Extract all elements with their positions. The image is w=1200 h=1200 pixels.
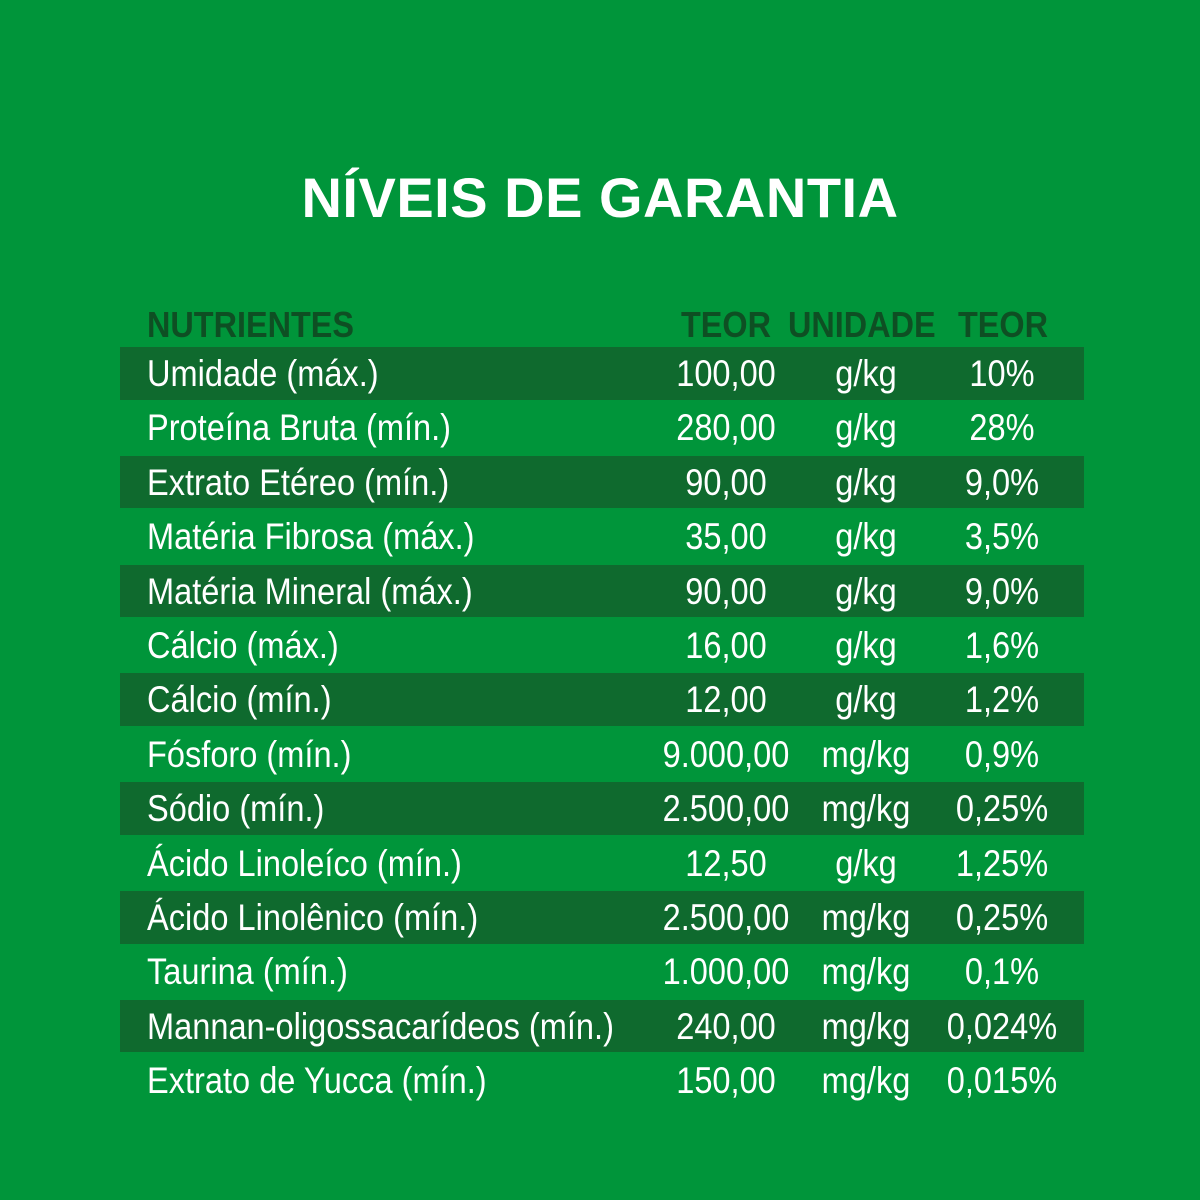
table-row: Mannan-oligossacarídeos (mín.) 240,00 mg/k… [120,999,1084,1053]
guarantee-table: NUTRIENTES TEOR UNIDADE TEOR Umidade (má… [120,299,1084,1108]
table-row: Matéria Mineral (máx.) 90,00 g/kg 9,0% [120,564,1084,618]
nutrient-percent: 1,2% [964,679,1040,721]
table-row: Fósforo (mín.) 9.000,00 mg/kg 0,9% [120,728,1084,781]
nutrient-unit: g/kg [835,679,897,721]
nutrient-value: 280,00 [676,407,776,449]
nutrient-name: Ácido Linolênico (mín.) [147,896,479,938]
nutrient-name: Matéria Mineral (máx.) [147,570,473,612]
nutrient-unit: g/kg [835,842,897,884]
nutrient-percent: 0,25% [955,788,1049,830]
header-teor: TEOR [681,304,772,345]
nutrient-name: Matéria Fibrosa (máx.) [147,516,475,558]
nutrient-unit: mg/kg [821,1005,911,1047]
table-header: NUTRIENTES TEOR UNIDADE TEOR [120,299,1084,347]
table-row: Taurina (mín.) 1.000,00 mg/kg 0,1% [120,945,1084,998]
nutrient-value: 90,00 [685,461,767,503]
nutrient-unit: mg/kg [821,1060,911,1102]
table-row: Matéria Fibrosa (máx.) 35,00 g/kg 3,5% [120,510,1084,563]
nutrient-value: 100,00 [676,353,776,394]
nutrient-name: Proteína Bruta (mín.) [147,407,452,449]
nutrient-percent: 9,0% [964,461,1040,503]
nutrient-percent: 3,5% [964,516,1040,558]
nutrient-percent: 28% [969,407,1035,449]
nutrient-percent: 1,6% [964,624,1040,666]
nutrient-percent: 0,015% [946,1060,1058,1102]
table-row: Ácido Linoleíco (mín.) 12,50 g/kg 1,25% [120,837,1084,890]
nutrient-unit: mg/kg [821,951,911,993]
table-row: Proteína Bruta (mín.) 280,00 g/kg 28% [120,401,1084,454]
table-row: Ácido Linolênico (mín.) 2.500,00 mg/kg 0,25… [120,890,1084,944]
page-title: NÍVEIS DE GARANTIA [301,166,899,229]
nutrient-percent: 9,0% [964,570,1040,612]
nutrient-value: 35,00 [685,516,767,558]
nutrient-unit: mg/kg [821,896,911,938]
nutrient-name: Cálcio (máx.) [147,624,339,666]
nutrient-name: Sódio (mín.) [147,788,325,830]
table-row: Cálcio (mín.) 12,00 g/kg 1,2% [120,673,1084,726]
table-row: Extrato Etéreo (mín.) 90,00 g/kg 9,0% [120,455,1084,509]
table-row: Cálcio (máx.) 16,00 g/kg 1,6% [120,619,1084,672]
header-nutrientes: NUTRIENTES [147,304,355,345]
nutrient-value: 2.500,00 [662,896,790,938]
nutrient-name: Ácido Linoleíco (mín.) [147,842,462,884]
nutrient-unit: g/kg [835,516,897,558]
header-teor-percent: TEOR [958,304,1049,345]
nutrient-unit: g/kg [835,353,897,394]
nutrient-percent: 0,9% [964,733,1040,775]
nutrient-unit: g/kg [835,461,897,503]
nutrient-name: Taurina (mín.) [147,951,348,993]
nutrient-value: 12,00 [685,679,767,721]
nutrient-value: 90,00 [685,570,767,612]
nutrient-percent: 10% [969,353,1035,394]
nutrient-unit: g/kg [835,570,897,612]
nutrient-unit: mg/kg [821,733,911,775]
nutrient-name: Extrato de Yucca (mín.) [147,1060,487,1102]
nutrient-name: Fósforo (mín.) [147,733,352,775]
nutrient-unit: g/kg [835,407,897,449]
header-unidade: UNIDADE [788,304,936,345]
nutrient-value: 1.000,00 [662,951,790,993]
nutrient-name: Extrato Etéreo (mín.) [147,461,450,503]
table-row: Sódio (mín.) 2.500,00 mg/kg 0,25% [120,782,1084,835]
nutrient-value: 2.500,00 [662,788,790,830]
nutrient-value: 150,00 [676,1060,776,1102]
table-row: Extrato de Yucca (mín.) 150,00 mg/kg 0,015% [120,1054,1084,1107]
nutrient-value: 240,00 [676,1005,776,1047]
nutrient-percent: 0,25% [955,896,1049,938]
nutrient-name: Mannan-oligossacarídeos (mín.) [147,1005,614,1047]
nutrient-name: Cálcio (mín.) [147,679,332,721]
nutrient-unit: mg/kg [821,788,911,830]
table-row: Umidade (máx.) 100,00 g/kg 10% [120,347,1084,400]
nutrient-value: 9.000,00 [662,733,790,775]
table-body: Umidade (máx.) 100,00 g/kg 10% Proteína Brut… [120,347,1084,1107]
nutrient-value: 12,50 [685,842,767,884]
nutrient-name: Umidade (máx.) [147,353,379,394]
nutrient-value: 16,00 [685,624,767,666]
nutrient-unit: g/kg [835,624,897,666]
nutrient-percent: 1,25% [955,842,1049,884]
nutrient-percent: 0,1% [964,951,1040,993]
nutrient-percent: 0,024% [946,1005,1058,1047]
